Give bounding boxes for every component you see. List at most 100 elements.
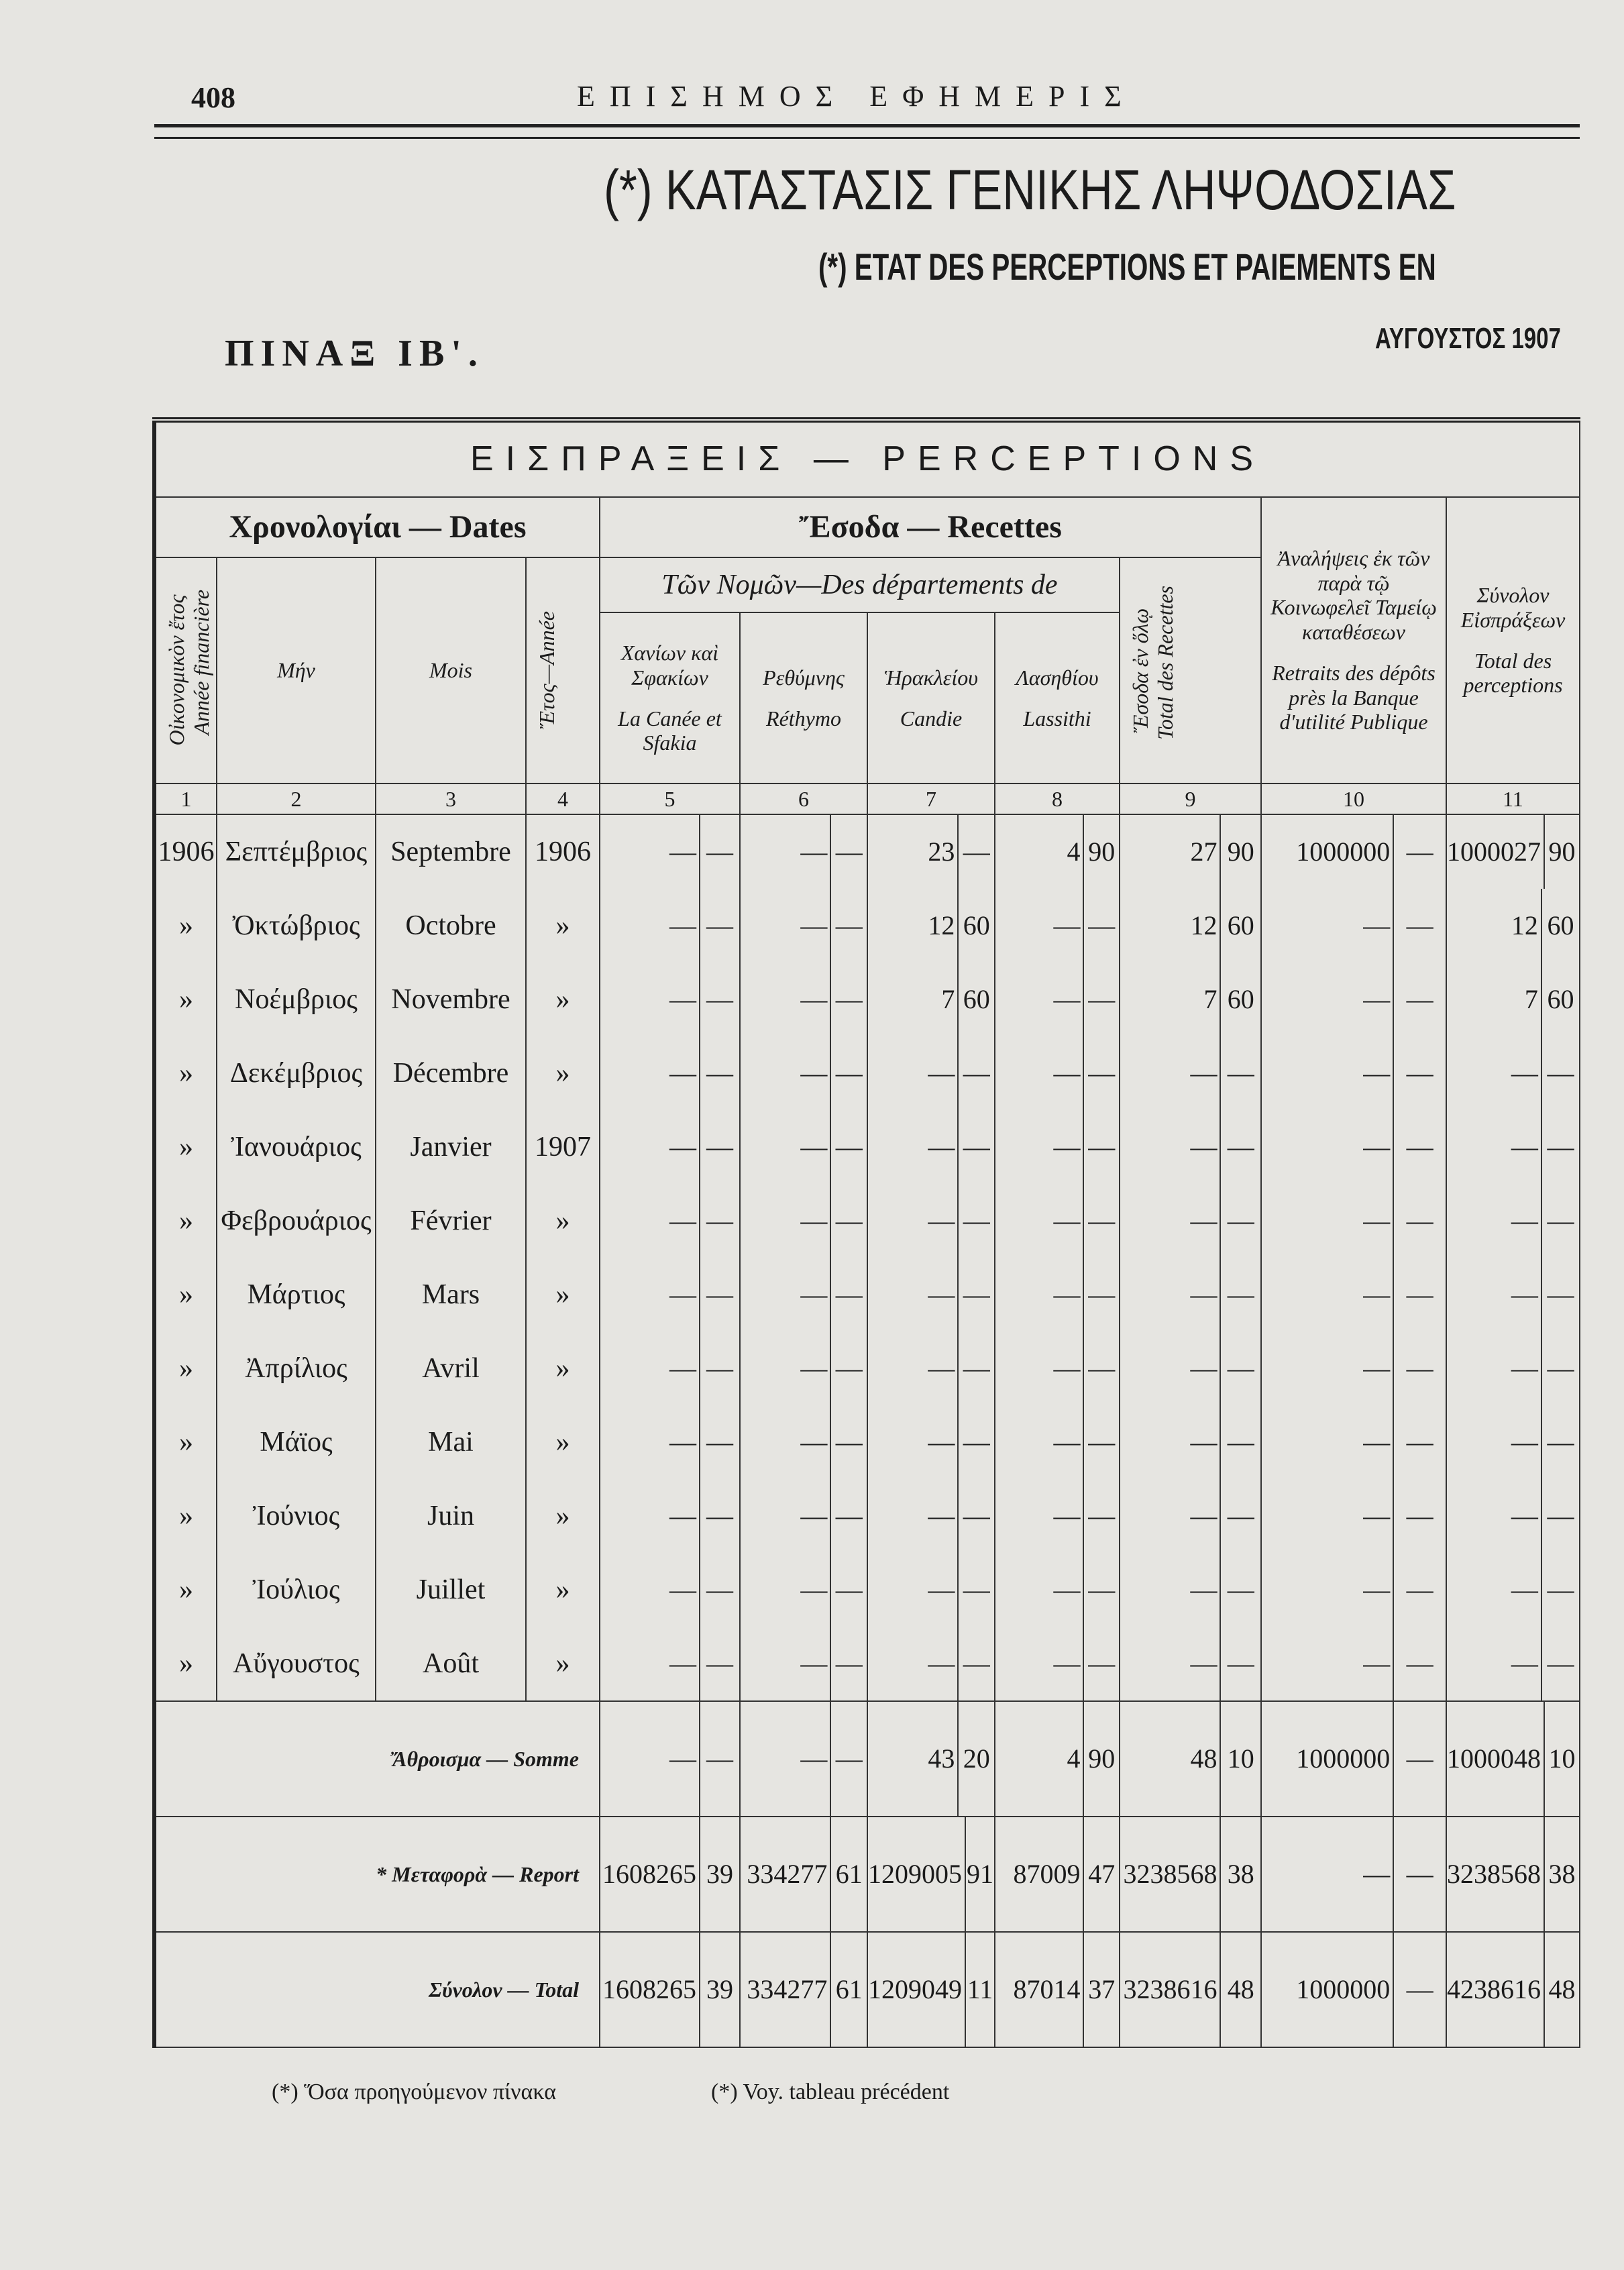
- text-cell: »: [525, 1258, 600, 1332]
- month-row: » Ἀπρίλιος Avril» — — — — — — — — — — — — — —: [154, 1332, 1581, 1405]
- amount: — —: [869, 1184, 993, 1258]
- amount: — —: [1262, 1479, 1445, 1553]
- amount-cell: — —: [739, 963, 868, 1036]
- amount-cell: 1000000—: [1260, 814, 1447, 889]
- drachmas: —: [1190, 1132, 1217, 1162]
- amount-cell: — —: [994, 963, 1120, 1036]
- amount-cell: — —: [1119, 1405, 1262, 1479]
- text-cell: »: [154, 1405, 217, 1479]
- drachmas: 7: [1203, 984, 1217, 1014]
- lepta: —: [699, 1110, 739, 1184]
- month-row: » Μάϊος Mai» — — — — — — — — — — — — — —: [154, 1405, 1581, 1479]
- drachmas: 12: [928, 910, 955, 940]
- amount: — —: [601, 1036, 739, 1110]
- amount-cell: 3238568 38: [1445, 1816, 1581, 1933]
- column-number: 10: [1260, 783, 1447, 815]
- column-header: Ἔτος—Année: [525, 557, 600, 784]
- amount: — —: [996, 1332, 1118, 1405]
- period: ΑΥΓΟΥΣΤΟΣ 1907: [1375, 322, 1561, 355]
- amount: — —: [1121, 1184, 1260, 1258]
- amount: — —: [996, 1627, 1118, 1700]
- lepta: —: [1083, 1258, 1118, 1332]
- header-greek: Ἔτος—Année: [535, 611, 559, 730]
- drachmas: —: [928, 1427, 955, 1457]
- column-header: Χανίων καὶ Σφακίων La Canée et Sfakia: [599, 612, 741, 784]
- drachmas: —: [928, 1279, 955, 1309]
- month-row: 1906 Σεπτέμβριος Septembre 1906— — — —23—4 90 27…: [154, 814, 1581, 889]
- amount-cell: — —: [1445, 1036, 1581, 1110]
- lepta: —: [1083, 1110, 1118, 1184]
- amount-cell: — —: [1119, 1479, 1262, 1553]
- footnote: (*) Voy. tableau précédent: [711, 2079, 950, 2104]
- amount: — —: [741, 1036, 866, 1110]
- text-cell: Septembre: [375, 814, 527, 889]
- amount-cell: — —: [739, 1258, 868, 1332]
- lepta: 90: [1220, 815, 1260, 889]
- amount-cell: — —: [994, 1627, 1120, 1701]
- amount: 23—: [869, 815, 993, 889]
- drachmas: —: [800, 1058, 828, 1088]
- amount: — —: [1262, 889, 1445, 963]
- amount-cell: 4 90: [994, 1700, 1120, 1817]
- amount-cell: — —: [994, 1184, 1120, 1258]
- amount: 1608265 39: [601, 1818, 739, 1931]
- column-header-text: Ἀναλήψεις ἐκ τῶν παρὰ τῷ Κοινωφελεῖ Ταμε…: [1266, 546, 1442, 735]
- header-greek: Ρεθύμνης: [763, 665, 845, 690]
- column-header-text: Χανίων καὶ Σφακίων La Canée et Sfakia: [604, 641, 735, 755]
- drachmas: —: [1511, 1058, 1538, 1088]
- lepta: 39: [699, 1933, 739, 2046]
- amount: — —: [1121, 1110, 1260, 1184]
- lepta: 38: [1544, 1818, 1578, 1931]
- month-row: » Ἰούνιος Juin» — — — — — — — — — — — — — —: [154, 1479, 1581, 1553]
- lepta: —: [699, 1258, 739, 1332]
- drachmas: —: [669, 984, 697, 1014]
- drachmas: —: [928, 1132, 955, 1162]
- lepta: 60: [1540, 889, 1578, 963]
- drachmas: —: [928, 1205, 955, 1236]
- amount-cell: — —: [867, 1405, 995, 1479]
- text-cell: »: [525, 1332, 600, 1405]
- total-label: * Μεταφορὰ — Report: [154, 1816, 600, 1933]
- lepta: —: [1083, 1332, 1118, 1405]
- column-header: Μήν: [216, 557, 376, 784]
- month-row: » Αὔγουστος Août» — — — — — — — — — — — — — —: [154, 1627, 1581, 1701]
- drachmas: —: [1511, 1205, 1538, 1236]
- lepta: —: [1220, 1479, 1260, 1553]
- drachmas: —: [1363, 1205, 1391, 1236]
- lepta: 48: [1220, 1933, 1260, 2046]
- amount: — —: [1262, 1184, 1445, 1258]
- column-header-text: Mois: [380, 658, 521, 683]
- amount: — —: [601, 963, 739, 1036]
- lepta: 47: [1083, 1818, 1118, 1931]
- text-cell: Décembre: [375, 1036, 527, 1110]
- lepta: —: [830, 1258, 866, 1332]
- header-french: La Canée et Sfakia: [618, 706, 722, 755]
- lepta: —: [830, 889, 866, 963]
- text-cell: »: [154, 1553, 217, 1627]
- amount: 1000000—: [1262, 815, 1445, 889]
- amount-cell: — —: [994, 1405, 1120, 1479]
- amount: — —: [601, 1258, 739, 1332]
- amount-cell: — —: [1119, 1553, 1262, 1627]
- amount-cell: — —: [1445, 1258, 1581, 1332]
- amount-cell: — —: [599, 814, 741, 889]
- amount: — —: [1448, 1405, 1578, 1479]
- amount: — —: [869, 1332, 993, 1405]
- column-number: 4: [525, 783, 600, 815]
- drachmas: —: [1053, 1279, 1081, 1309]
- lepta: 37: [1083, 1933, 1118, 2046]
- amount: — —: [741, 1332, 866, 1405]
- amount-cell: — —: [599, 1700, 741, 1817]
- lepta: —: [830, 1405, 866, 1479]
- header-french: Année financière: [188, 590, 213, 735]
- amount: — —: [1448, 1036, 1578, 1110]
- subtitle: (*) ETAT DES PERCEPTIONS ET PAIEMENTS EN: [818, 246, 1436, 288]
- lepta: —: [1083, 1184, 1118, 1258]
- column-number: 6: [739, 783, 868, 815]
- amount-cell: — —: [739, 1405, 868, 1479]
- text-cell: Août: [375, 1627, 527, 1701]
- amount: — —: [601, 1184, 739, 1258]
- header-row: Οἰκονομικὸν ἔτος Année financière Μήν Mois Ἔ…: [154, 557, 1580, 784]
- drachmas: —: [800, 1205, 828, 1236]
- lepta: —: [1220, 1110, 1260, 1184]
